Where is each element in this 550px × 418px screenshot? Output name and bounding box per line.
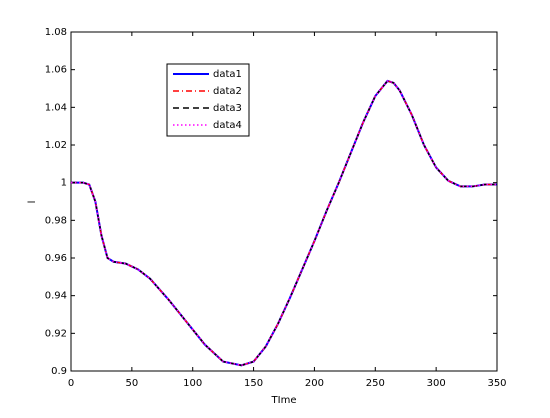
y-tick-label: 0.94 <box>45 291 67 302</box>
x-axis-label: TIme <box>271 395 297 406</box>
y-tick-label: 1 <box>61 178 67 189</box>
x-tick-label: 50 <box>125 378 138 389</box>
y-tick-label: 1.06 <box>45 65 67 76</box>
y-tick-label: 0.9 <box>51 366 67 377</box>
y-tick-label: 1.08 <box>45 27 67 38</box>
legend-label: data3 <box>213 103 242 114</box>
x-tick-label: 100 <box>183 378 202 389</box>
legend-label: data2 <box>213 86 242 97</box>
x-tick-label: 250 <box>366 378 385 389</box>
x-tick-label: 0 <box>68 378 74 389</box>
x-tick-label: 350 <box>487 378 506 389</box>
y-tick-label: 1.04 <box>45 102 67 113</box>
y-tick-label: 0.92 <box>45 328 67 339</box>
plot-area <box>70 31 498 372</box>
x-tick-label: 200 <box>305 378 324 389</box>
series-line <box>71 80 497 367</box>
x-tick-label: 300 <box>427 378 446 389</box>
x-tick-label: 150 <box>244 378 263 389</box>
y-tick-label: 0.98 <box>45 215 67 226</box>
legend-label: data1 <box>213 69 242 80</box>
y-axis-label: l <box>27 201 38 204</box>
legend-label: data4 <box>213 120 242 131</box>
y-tick-label: 1.02 <box>45 140 67 151</box>
legend-box <box>166 63 250 137</box>
y-tick-label: 0.96 <box>45 253 67 264</box>
